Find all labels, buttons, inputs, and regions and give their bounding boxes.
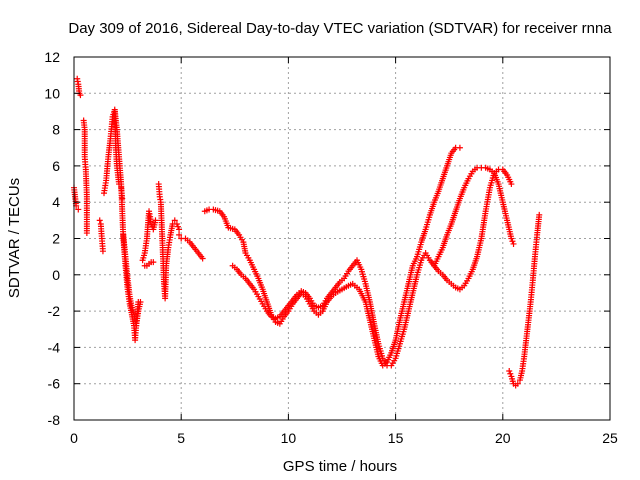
- data-point-arc-g: [135, 299, 142, 306]
- data-point-arc-h: [148, 220, 155, 227]
- y-tick-label: 10: [44, 85, 60, 101]
- x-tick-label: 20: [495, 430, 511, 446]
- y-tick-label: 0: [52, 267, 60, 283]
- data-point-arc-m: [508, 181, 515, 188]
- y-tick-label: -6: [48, 376, 61, 392]
- y-tick-label: 2: [52, 231, 60, 247]
- y-tick-label: 8: [52, 122, 60, 138]
- y-tick-label: -8: [48, 412, 61, 428]
- y-tick-label: 6: [52, 158, 60, 174]
- data-point-arc-o: [514, 380, 521, 387]
- y-axis-title: SDTVAR / TECUs: [6, 178, 23, 298]
- x-tick-label: 25: [602, 430, 618, 446]
- data-point-arc-b: [77, 92, 84, 99]
- data-point-arc-n: [508, 235, 515, 242]
- x-tick-label: 10: [281, 430, 297, 446]
- data-point-arc-o: [506, 367, 513, 374]
- data-point-arc-o: [507, 370, 514, 377]
- y-tick-label: 12: [44, 49, 60, 65]
- data-point-arc-j: [176, 226, 183, 233]
- data-point-arc-k: [176, 231, 183, 238]
- y-axis-ticks: -8 -6 -4 -2 0 2 4 6 8 10 12: [44, 49, 610, 428]
- data-point-arc-c: [83, 230, 90, 237]
- data-point-arc-i: [150, 259, 157, 266]
- x-axis-title: GPS time / hours: [283, 458, 397, 475]
- y-tick-label: -2: [48, 303, 61, 319]
- y-tick-label: 4: [52, 194, 60, 210]
- x-tick-label: 0: [70, 430, 78, 446]
- data-point-arc-k: [199, 255, 206, 262]
- data-point-arc-f: [119, 195, 126, 202]
- data-marks: [71, 75, 543, 389]
- x-tick-label: 15: [388, 430, 404, 446]
- grid: [74, 57, 610, 420]
- y-tick-label: -4: [48, 339, 61, 355]
- data-point-arc-n: [509, 238, 516, 245]
- data-point-arc-j: [174, 223, 181, 230]
- data-point-arc-f: [116, 181, 123, 188]
- x-tick-label: 5: [177, 430, 185, 446]
- data-point-arc-a: [75, 206, 82, 213]
- data-point-arc-d: [99, 248, 106, 255]
- data-point-arc-j: [171, 217, 178, 224]
- data-point-arc-o: [536, 211, 543, 218]
- chart-title: Day 309 of 2016, Sidereal Day-to-day VTE…: [68, 20, 612, 37]
- data-point-arc-h: [152, 217, 159, 224]
- data-point-arc-d: [96, 217, 103, 224]
- data-point-arc-j: [173, 220, 180, 227]
- data-point-arc-l: [456, 144, 463, 151]
- x-axis-ticks: 0 5 10 15 20 25: [70, 57, 618, 446]
- data-point-arc-n: [510, 240, 517, 247]
